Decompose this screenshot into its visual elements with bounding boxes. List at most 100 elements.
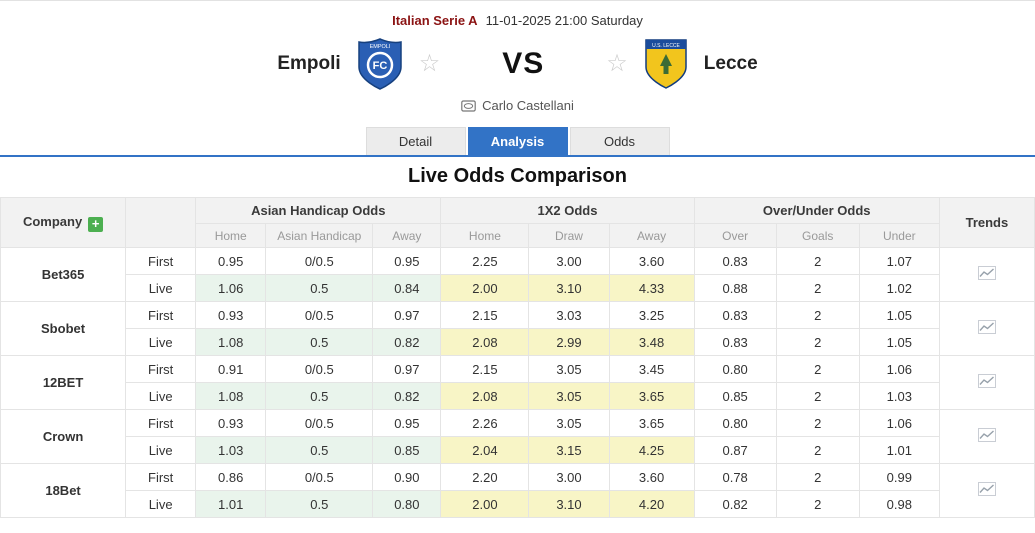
ah-odds-value: 0.95 bbox=[372, 247, 442, 275]
company-column-header: Company + bbox=[0, 197, 127, 248]
1x2-odds-value: 3.00 bbox=[528, 247, 610, 275]
away-team-name: Lecce bbox=[703, 53, 758, 74]
ah-odds-value: 0/0.5 bbox=[265, 463, 374, 491]
stadium-icon bbox=[461, 99, 476, 112]
sub-header-row: Home Asian Handicap Away Home Draw Away … bbox=[1, 223, 1035, 248]
1x2-odds-value: 4.25 bbox=[608, 436, 695, 464]
ou-over-header: Over bbox=[693, 223, 777, 248]
ou-odds-value: 0.78 bbox=[693, 463, 777, 491]
group-header-row: Company + Asian Handicap Odds 1X2 Odds Ov… bbox=[0, 197, 1035, 248]
company-header-label: Company bbox=[22, 213, 83, 229]
venue-name: Carlo Castellani bbox=[482, 98, 574, 113]
1x2-odds-value: 3.65 bbox=[608, 409, 695, 437]
ou-odds-value: 2 bbox=[775, 409, 860, 437]
trends-chart-icon[interactable] bbox=[938, 463, 1035, 518]
row-type-label: Live bbox=[125, 328, 197, 356]
company-name[interactable]: 12BET bbox=[0, 355, 127, 410]
asian-handicap-group-header: Asian Handicap Odds bbox=[195, 197, 442, 224]
teams-row: Empoli FC EMPOLI ☆ VS ☆ U.S. LECCE bbox=[0, 38, 1035, 90]
ou-odds-value: 0.99 bbox=[858, 463, 940, 491]
1x2-odds-value: 4.20 bbox=[608, 490, 695, 518]
table-row: Live 1.06 0.5 0.84 2.00 3.10 4.33 0.88 2 1.02 bbox=[1, 274, 1035, 302]
1x2-odds-value: 3.03 bbox=[528, 301, 610, 329]
ou-odds-value: 1.02 bbox=[858, 274, 940, 302]
vs-label: VS bbox=[502, 47, 545, 80]
trends-chart-icon[interactable] bbox=[938, 355, 1035, 410]
svg-text:FC: FC bbox=[372, 60, 387, 72]
ah-odds-value: 0/0.5 bbox=[265, 355, 374, 383]
ou-odds-value: 2 bbox=[775, 247, 860, 275]
venue-line: Carlo Castellani bbox=[0, 98, 1035, 113]
league-name: Italian Serie A bbox=[392, 13, 478, 28]
ou-odds-value: 0.83 bbox=[693, 328, 777, 356]
ou-odds-value: 2 bbox=[775, 328, 860, 356]
league-line: Italian Serie A 11-01-2025 21:00 Saturday bbox=[0, 13, 1035, 28]
1x2-odds-value: 3.05 bbox=[528, 409, 610, 437]
1x2-odds-value: 3.60 bbox=[608, 463, 695, 491]
ou-odds-value: 1.03 bbox=[858, 382, 940, 410]
company-name[interactable]: Sbobet bbox=[0, 301, 127, 356]
tab-detail[interactable]: Detail bbox=[365, 127, 466, 155]
1x2-odds-value: 2.08 bbox=[440, 328, 530, 356]
ah-odds-value: 0.5 bbox=[265, 328, 374, 356]
company-name[interactable]: Crown bbox=[0, 409, 127, 464]
1x2-odds-value: 3.25 bbox=[608, 301, 695, 329]
away-team-star-icon[interactable]: ☆ bbox=[606, 50, 628, 77]
add-company-button[interactable]: + bbox=[88, 216, 104, 232]
company-name[interactable]: 18Bet bbox=[0, 463, 127, 518]
table-row: Live 1.08 0.5 0.82 2.08 3.05 3.65 0.85 2 1.03 bbox=[1, 382, 1035, 410]
ou-odds-value: 2 bbox=[775, 463, 860, 491]
table-row: Live 1.01 0.5 0.80 2.00 3.10 4.20 0.82 2 0.98 bbox=[1, 490, 1035, 518]
ah-odds-value: 0.93 bbox=[195, 409, 267, 437]
row-type-label: Live bbox=[125, 490, 197, 518]
1x2-odds-value: 3.15 bbox=[528, 436, 610, 464]
ah-odds-value: 1.08 bbox=[195, 382, 267, 410]
ah-odds-value: 0.5 bbox=[265, 490, 374, 518]
home-team: Empoli FC EMPOLI ☆ bbox=[277, 38, 440, 90]
1x2-odds-value: 3.05 bbox=[528, 355, 610, 383]
row-type-column-header bbox=[125, 197, 197, 248]
table-row: 18Bet First 0.86 0/0.5 0.90 2.20 3.00 3.60 0.78 2… bbox=[0, 463, 1035, 518]
svg-text:U.S. LECCE: U.S. LECCE bbox=[652, 43, 680, 49]
1x2-odds-value: 2.08 bbox=[440, 382, 530, 410]
empoli-logo: FC EMPOLI bbox=[357, 38, 403, 90]
row-type-label: Live bbox=[125, 382, 197, 410]
trends-chart-icon[interactable] bbox=[938, 301, 1035, 356]
1x2-odds-value: 3.00 bbox=[528, 463, 610, 491]
ou-odds-value: 0.80 bbox=[693, 355, 777, 383]
1x2-odds-value: 3.60 bbox=[608, 247, 695, 275]
row-type-label: First bbox=[125, 247, 197, 275]
ah-odds-value: 0.97 bbox=[372, 301, 442, 329]
ah-odds-value: 0/0.5 bbox=[265, 409, 374, 437]
1x2-odds-value: 2.20 bbox=[440, 463, 530, 491]
ou-odds-value: 1.05 bbox=[858, 328, 940, 356]
ah-odds-value: 0.85 bbox=[372, 436, 442, 464]
ah-home-header: Home bbox=[195, 223, 267, 248]
ah-odds-value: 0/0.5 bbox=[265, 247, 374, 275]
trends-chart-icon[interactable] bbox=[938, 409, 1035, 464]
ah-odds-value: 0.97 bbox=[372, 355, 442, 383]
ah-odds-value: 0.95 bbox=[372, 409, 442, 437]
company-name[interactable]: Bet365 bbox=[0, 247, 127, 302]
ah-odds-value: 0.82 bbox=[372, 382, 442, 410]
ou-odds-value: 1.06 bbox=[858, 409, 940, 437]
table-row: 12BET First 0.91 0/0.5 0.97 2.15 3.05 3.45 0.80 2… bbox=[0, 355, 1035, 410]
ou-odds-value: 0.82 bbox=[693, 490, 777, 518]
1x2-odds-value: 3.65 bbox=[608, 382, 695, 410]
ou-odds-value: 2 bbox=[775, 490, 860, 518]
trends-chart-icon[interactable] bbox=[938, 247, 1035, 302]
home-team-star-icon[interactable]: ☆ bbox=[418, 50, 441, 77]
ah-odds-value: 0.91 bbox=[195, 355, 267, 383]
1x2-odds-value: 2.04 bbox=[440, 436, 530, 464]
ah-away-header: Away bbox=[372, 223, 442, 248]
ah-odds-value: 1.08 bbox=[195, 328, 267, 356]
odds-table-body: Bet365 First 0.95 0/0.5 0.95 2.25 3.00 3.60 0.83… bbox=[0, 247, 1035, 518]
row-type-label: First bbox=[125, 355, 197, 383]
1x2-odds-value: 3.10 bbox=[528, 274, 610, 302]
1x2-odds-value: 2.15 bbox=[440, 355, 530, 383]
home-team-name: Empoli bbox=[277, 53, 341, 74]
tab-analysis[interactable]: Analysis bbox=[467, 127, 568, 155]
tab-odds[interactable]: Odds bbox=[569, 127, 670, 155]
ou-odds-value: 0.83 bbox=[693, 301, 777, 329]
ah-odds-value: 0.5 bbox=[265, 382, 374, 410]
